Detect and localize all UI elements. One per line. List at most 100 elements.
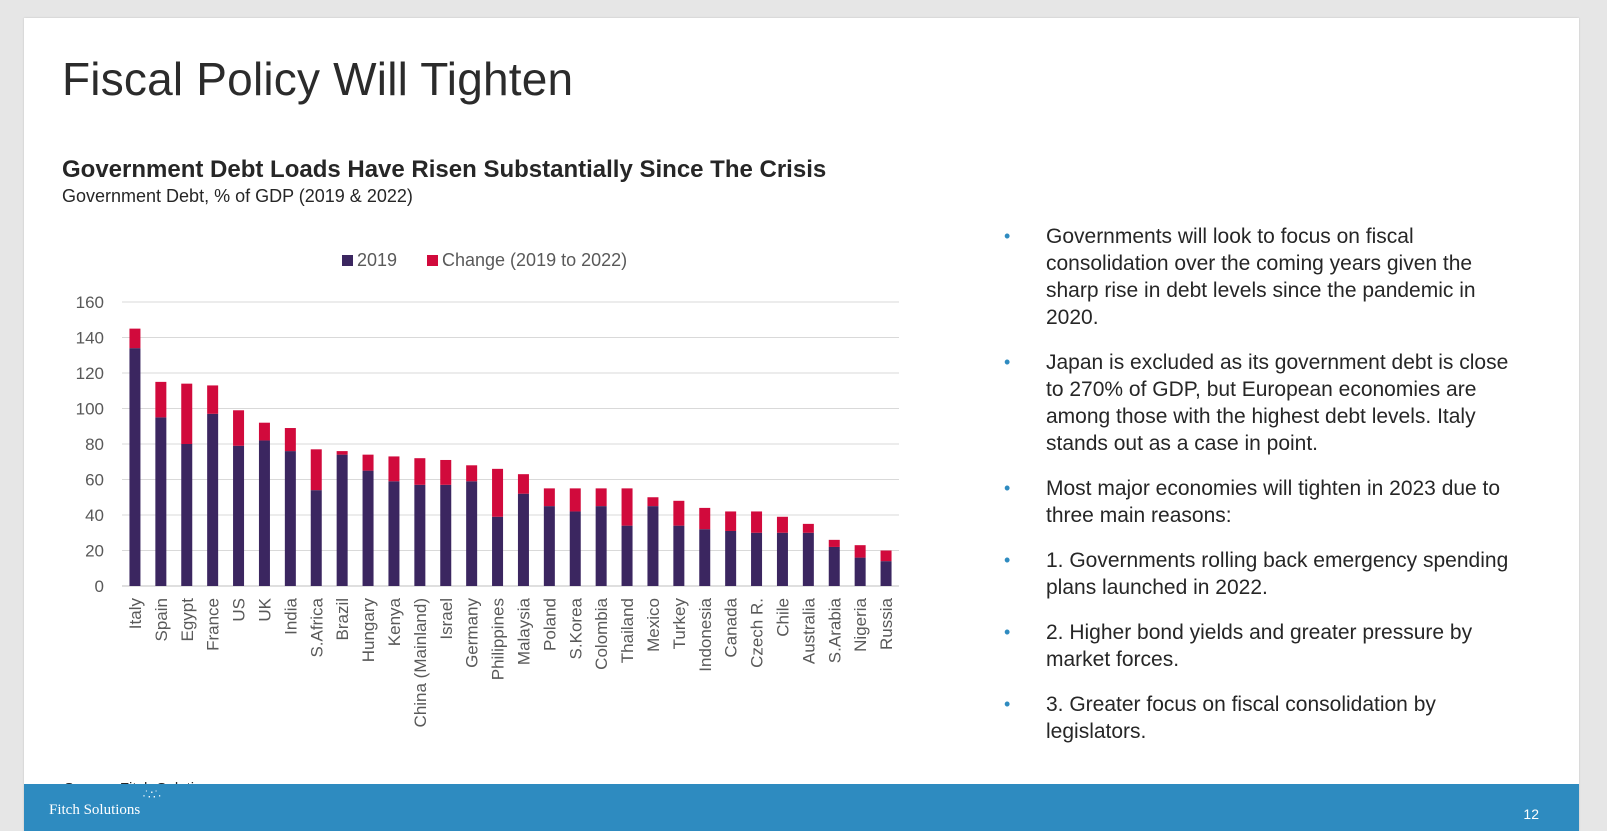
bar-change — [388, 456, 400, 482]
x-tick-label: S.Korea — [566, 597, 585, 659]
bar-2019 — [284, 451, 296, 586]
bar-change — [233, 410, 245, 446]
legend-label: Change (2019 to 2022) — [442, 250, 627, 270]
x-tick-label: Nigeria — [851, 597, 870, 651]
x-tick-label: Israel — [437, 598, 456, 640]
x-tick-label: Egypt — [178, 598, 197, 642]
y-tick-label: 140 — [76, 329, 104, 348]
bullet-text: Japan is excluded as its government debt… — [1046, 351, 1509, 455]
y-tick-label: 60 — [85, 471, 104, 490]
bar-change — [207, 385, 219, 414]
x-tick-label: Brazil — [333, 598, 352, 641]
bar-2019 — [466, 481, 478, 586]
bullet-icon: • — [1004, 622, 1011, 642]
x-tick-label: Colombia — [592, 597, 611, 669]
bar-change — [284, 428, 296, 452]
page-number: 12 — [1523, 806, 1539, 822]
bar-2019 — [699, 529, 711, 586]
x-tick-label: China (Mainland) — [411, 598, 430, 727]
x-tick-label: Poland — [540, 598, 559, 651]
bar-2019 — [181, 444, 193, 586]
bullet-icon: • — [1004, 226, 1011, 246]
bullet-item: • 1. Governments rolling back emergency s… — [1004, 547, 1524, 601]
bar-2019 — [440, 484, 452, 586]
x-tick-label: Germany — [463, 598, 482, 668]
slide-title: Fiscal Policy Will Tighten — [62, 53, 574, 105]
y-tick-label: 160 — [76, 293, 104, 312]
bar-change — [647, 497, 659, 507]
y-tick-label: 100 — [76, 400, 104, 419]
bar-change — [336, 451, 348, 455]
bar-change — [880, 550, 892, 562]
bar-2019 — [802, 532, 814, 586]
bullet-text: Governments will look to focus on fiscal… — [1046, 225, 1476, 329]
x-tick-label: France — [204, 598, 223, 651]
chart-title: Government Debt Loads Have Risen Substan… — [62, 156, 827, 183]
x-tick-label: Russia — [877, 597, 896, 650]
bar-change — [414, 458, 426, 485]
bar-2019 — [543, 506, 555, 586]
bar-2019 — [414, 484, 426, 586]
bar-change — [492, 468, 504, 517]
bar-change — [258, 422, 270, 441]
legend-swatch — [342, 255, 353, 266]
bullet-icon: • — [1004, 352, 1011, 372]
x-tick-label: S.Arabia — [825, 597, 844, 663]
bar-2019 — [725, 530, 737, 586]
bullet-item: • 2. Higher bond yields and greater press… — [1004, 619, 1524, 673]
fitch-logo: Fitch Solutions — [49, 802, 141, 818]
bar-2019 — [647, 506, 659, 586]
x-tick-label: India — [281, 597, 300, 634]
x-tick-label: Indonesia — [696, 597, 715, 671]
x-tick-label: Philippines — [489, 598, 508, 680]
bullet-list: • Governments will look to focus on fisca… — [1004, 223, 1524, 763]
bullet-icon: • — [1004, 694, 1011, 714]
bar-2019 — [854, 557, 866, 586]
bar-2019 — [310, 490, 322, 586]
x-tick-label: Australia — [799, 597, 818, 664]
bar-2019 — [233, 445, 245, 586]
x-tick-label: US — [230, 598, 249, 622]
bar-2019 — [492, 516, 504, 586]
bar-change — [440, 459, 452, 485]
bar-2019 — [207, 413, 219, 586]
bar-2019 — [155, 417, 167, 586]
bar-2019 — [517, 493, 529, 586]
x-tick-label: Canada — [722, 597, 741, 657]
bar-change — [155, 381, 167, 418]
bullet-icon: • — [1004, 478, 1011, 498]
x-tick-label: Thailand — [618, 598, 637, 663]
bar-change — [181, 383, 193, 444]
bar-change — [569, 488, 581, 512]
bullet-item: • Japan is excluded as its government deb… — [1004, 349, 1524, 457]
bar-2019 — [258, 440, 270, 586]
y-tick-label: 20 — [85, 542, 104, 561]
x-tick-label: Malaysia — [514, 597, 533, 665]
bar-2019 — [621, 525, 633, 586]
y-tick-label: 0 — [95, 577, 104, 596]
bar-change — [466, 465, 478, 482]
legend-swatch — [427, 255, 438, 266]
bar-change — [854, 545, 866, 558]
bar-change — [310, 449, 322, 491]
x-tick-label: Kenya — [385, 597, 404, 646]
bar-change — [802, 523, 814, 533]
bar-2019 — [569, 511, 581, 586]
bar-2019 — [129, 348, 141, 586]
bullet-item: • 3. Greater focus on fiscal consolidatio… — [1004, 691, 1524, 745]
x-tick-label: Chile — [773, 598, 792, 637]
bullet-text: Most major economies will tighten in 202… — [1046, 477, 1501, 527]
bar-2019 — [388, 481, 400, 586]
x-tick-label: Spain — [152, 598, 171, 641]
x-tick-label: Hungary — [359, 598, 378, 663]
bar-change — [621, 488, 633, 526]
bar-change — [595, 488, 607, 507]
bullet-text: 3. Greater focus on fiscal consolidation… — [1046, 693, 1436, 743]
legend-label: 2019 — [357, 250, 397, 270]
bar-2019 — [673, 525, 685, 586]
bar-change — [828, 539, 840, 547]
bar-change — [362, 454, 374, 471]
y-tick-label: 80 — [85, 435, 104, 454]
bullet-item: • Most major economies will tighten in 20… — [1004, 475, 1524, 529]
bar-change — [129, 328, 141, 349]
